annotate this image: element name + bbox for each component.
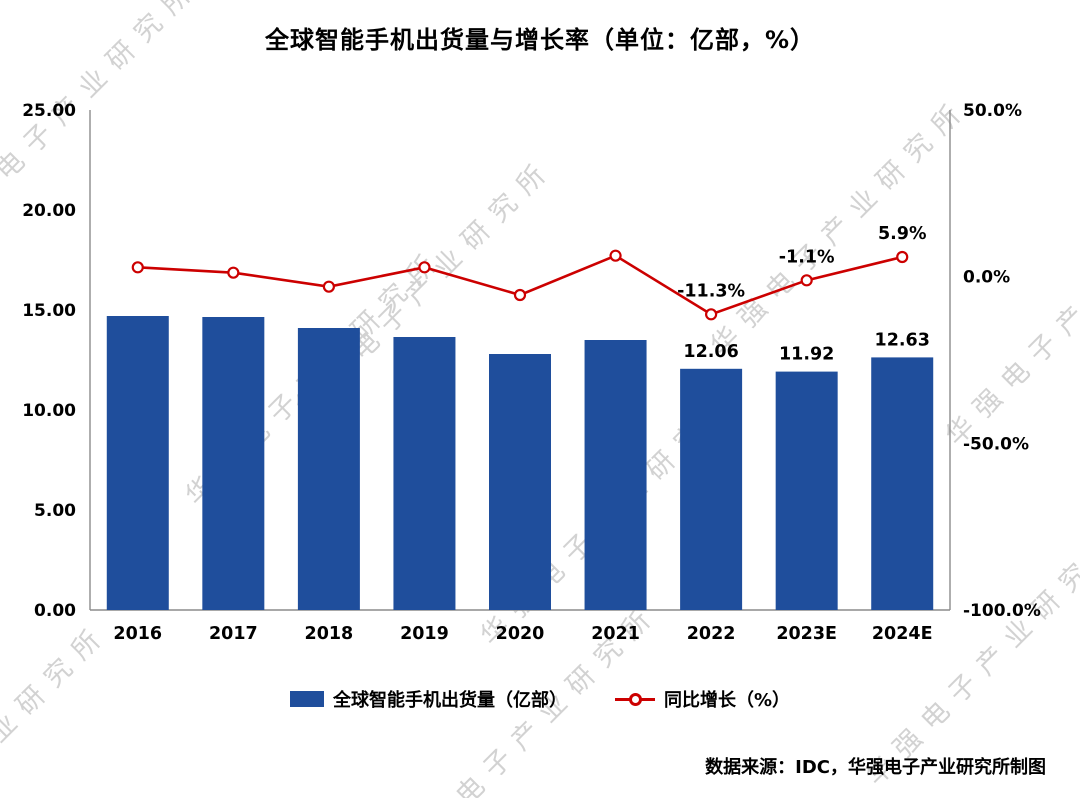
left-axis-tick-label: 10.00	[22, 401, 76, 421]
growth-marker-2022	[705, 308, 718, 321]
growth-marker-2019	[418, 261, 431, 274]
legend-item-shipments: 全球智能手机出货量（亿部）	[289, 686, 567, 712]
line-series-swatch	[614, 691, 655, 707]
left-axis-tick-label: 0.00	[34, 601, 76, 621]
x-axis-label: 2017	[209, 624, 258, 644]
left-axis-tick-label: 5.00	[34, 501, 76, 521]
bar-2019	[393, 337, 456, 610]
growth-marker-2017	[227, 266, 240, 279]
legend-label-shipments: 全球智能手机出货量（亿部）	[332, 690, 567, 711]
growth-data-label: -11.3%	[677, 281, 745, 301]
bar-series-swatch	[289, 691, 324, 707]
left-axis-tick-label: 15.00	[22, 301, 76, 321]
growth-data-label: -1.1%	[779, 247, 835, 267]
bar-2024E	[871, 357, 934, 610]
growth-marker-2018	[322, 280, 335, 293]
legend-label-growth: 同比增长（%）	[663, 690, 791, 711]
x-axis-label: 2019	[400, 624, 449, 644]
bar-data-label: 12.06	[683, 342, 738, 362]
bar-2018	[297, 328, 360, 610]
right-axis-tick-label: 0.0%	[963, 268, 1010, 288]
line-swatch-marker	[628, 693, 642, 706]
growth-marker-2020	[513, 288, 527, 302]
right-axis-tick-label: -50.0%	[963, 434, 1029, 454]
x-axis-label: 2021	[591, 624, 640, 644]
x-axis-label: 2023E	[776, 624, 837, 644]
bar-data-label: 11.92	[779, 345, 834, 365]
left-axis-tick-label: 25.00	[22, 101, 76, 121]
growth-marker-2021	[609, 249, 622, 262]
x-axis-label: 2016	[113, 624, 162, 644]
bar-data-label: 12.63	[875, 330, 930, 350]
x-axis-label: 2020	[496, 624, 545, 644]
chart-title: 全球智能手机出货量与增长率（单位：亿部，%）	[264, 26, 816, 54]
growth-data-label: 5.9%	[878, 224, 927, 244]
x-axis-label: 2018	[305, 624, 354, 644]
growth-marker-2024E	[896, 250, 909, 264]
right-axis-tick-label: 50.0%	[963, 101, 1022, 121]
bar-2017	[202, 317, 265, 610]
bar-2021	[584, 340, 647, 610]
bar-2020	[489, 354, 551, 610]
legend-item-growth: 同比增长（%）	[614, 686, 791, 712]
data-source: 数据来源：IDC，华强电子产业研究所制图	[705, 757, 1046, 778]
legend: 全球智能手机出货量（亿部） 同比增长（%）	[0, 686, 1080, 712]
x-axis-label: 2024E	[872, 624, 933, 644]
growth-marker-2016	[131, 261, 144, 274]
bar-2022	[680, 368, 743, 610]
left-axis-tick-label: 20.00	[22, 201, 76, 221]
right-axis-tick-label: -100.0%	[963, 601, 1041, 621]
bar-2016	[106, 316, 169, 610]
x-axis-label: 2022	[687, 624, 736, 644]
bar-2023E	[775, 371, 838, 610]
growth-marker-2023E	[800, 274, 813, 287]
